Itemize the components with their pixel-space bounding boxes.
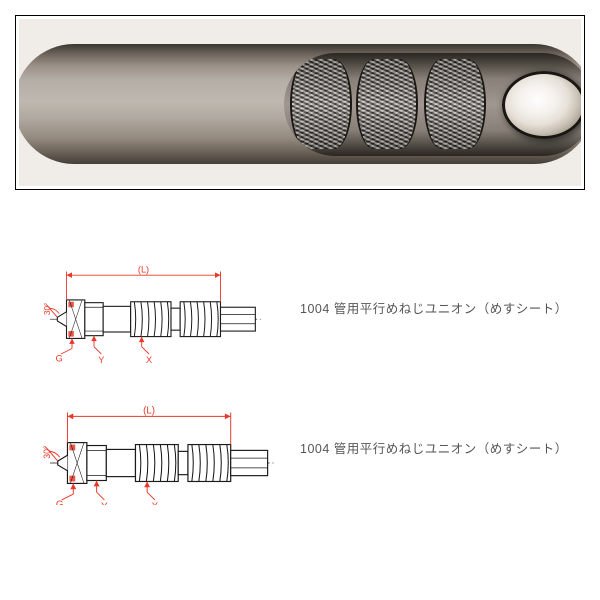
svg-text:(L): (L) [143,405,155,416]
svg-text:G: G [56,500,64,505]
fitting-diagram-2: (L) 30° G Y X [30,395,290,505]
wire-braid-segment [290,59,352,149]
wire-braid-segment [424,59,486,149]
svg-text:Y: Y [101,502,108,505]
svg-text:30°: 30° [43,303,52,315]
svg-text:X: X [146,355,152,365]
hose-bore-end [502,71,581,139]
fitting-diagram-1: (L) 30° G Y X [30,255,290,365]
svg-text:(L): (L) [138,264,149,274]
svg-text:30°: 30° [42,446,52,459]
svg-text:X: X [152,502,159,505]
fitting-label-1: 1004 管用平行めねじユニオン（めすシート） [300,298,568,317]
wire-braid-segment [356,59,418,149]
hose-cutaway-region [284,53,581,156]
fitting-label-2: 1004 管用平行めねじユニオン（めすシート） [300,438,568,457]
svg-text:G: G [56,353,63,363]
hose-cutaway-photo [15,15,585,190]
svg-text:Y: Y [98,355,104,365]
photo-canvas [19,19,581,186]
